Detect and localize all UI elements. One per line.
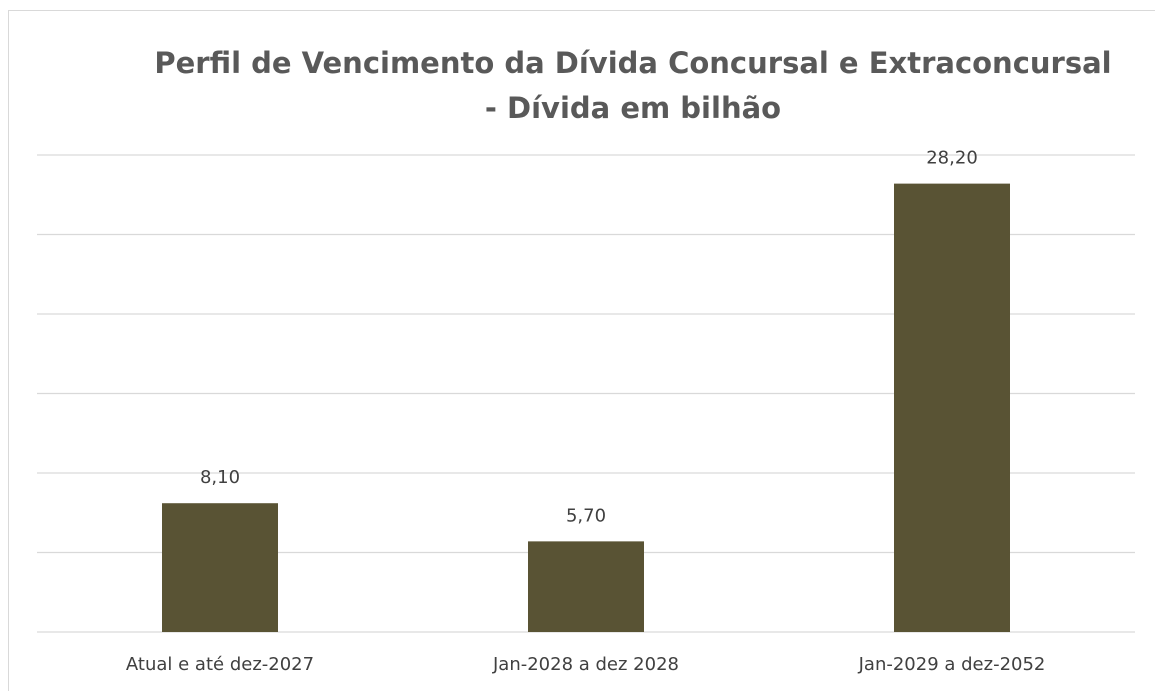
data-label: 8,10 bbox=[200, 467, 240, 488]
chart-title: - Dívida em bilhão bbox=[485, 91, 781, 125]
data-label: 5,70 bbox=[566, 505, 606, 526]
x-tick-label: Atual e até dez-2027 bbox=[126, 654, 314, 675]
x-tick-label: Jan-2028 a dez 2028 bbox=[492, 654, 679, 675]
chart-title: Perfil de Vencimento da Dívida Concursal… bbox=[154, 46, 1111, 80]
bar bbox=[162, 503, 278, 632]
bar bbox=[528, 541, 644, 632]
x-tick-label: Jan-2029 a dez-2052 bbox=[858, 654, 1046, 675]
chart-border bbox=[8, 10, 1155, 691]
data-label: 28,20 bbox=[926, 148, 978, 169]
bar bbox=[894, 183, 1010, 632]
